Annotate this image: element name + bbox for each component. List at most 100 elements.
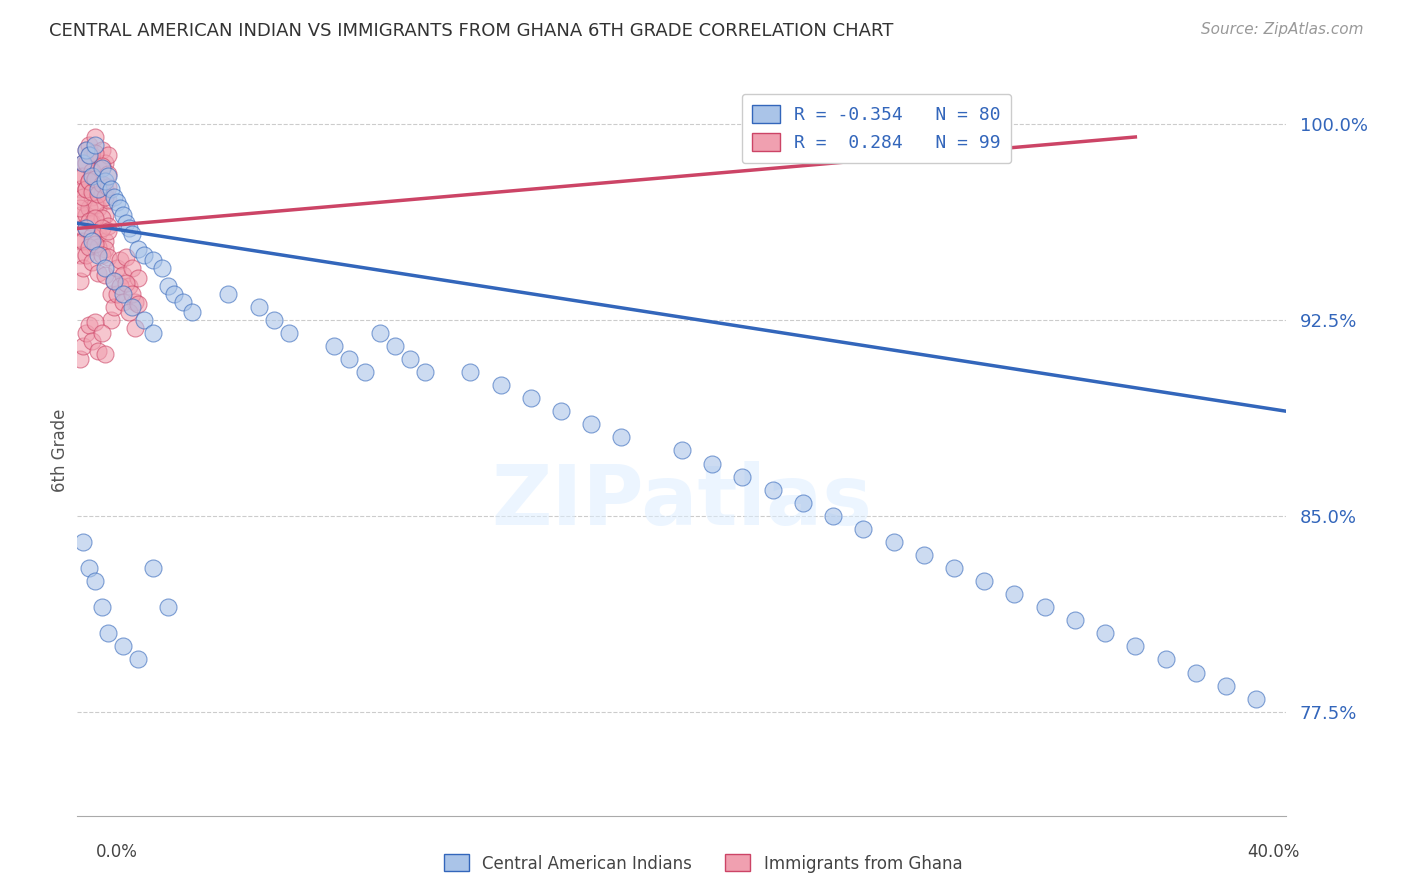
Point <box>353 365 375 379</box>
Point <box>278 326 301 340</box>
Point <box>84 198 107 212</box>
Point <box>852 522 875 536</box>
Point <box>121 227 143 241</box>
Point <box>218 286 240 301</box>
Point <box>121 260 143 275</box>
Point <box>84 574 107 588</box>
Point <box>87 182 110 196</box>
Point <box>69 182 91 196</box>
Point <box>87 161 110 176</box>
Point <box>82 169 104 184</box>
Point <box>90 177 112 191</box>
Point <box>72 235 94 249</box>
Point <box>75 182 97 196</box>
Point <box>111 268 134 283</box>
Point <box>157 600 180 615</box>
Point <box>87 174 110 188</box>
Point <box>79 561 101 575</box>
Point <box>82 229 104 244</box>
Point <box>75 221 97 235</box>
Point <box>337 352 360 367</box>
Point <box>1246 691 1268 706</box>
Point <box>82 235 104 249</box>
Point <box>93 235 115 249</box>
Point <box>111 640 134 654</box>
Legend: R = -0.354   N = 80, R =  0.284   N = 99: R = -0.354 N = 80, R = 0.284 N = 99 <box>741 94 1011 163</box>
Point <box>111 286 134 301</box>
Point <box>93 243 115 257</box>
Point <box>72 190 94 204</box>
Point <box>105 195 128 210</box>
Point <box>90 143 112 157</box>
Point <box>132 247 155 261</box>
Point <box>84 137 107 152</box>
Point <box>100 182 122 196</box>
Point <box>96 148 118 162</box>
Point <box>163 286 186 301</box>
Point <box>702 457 724 471</box>
Point <box>121 286 143 301</box>
Point <box>1004 587 1026 601</box>
Y-axis label: 6th Grade: 6th Grade <box>51 409 69 492</box>
Point <box>96 250 118 264</box>
Text: Source: ZipAtlas.com: Source: ZipAtlas.com <box>1201 22 1364 37</box>
Point <box>103 300 125 314</box>
Point <box>103 274 125 288</box>
Point <box>72 195 94 210</box>
Text: 40.0%: 40.0% <box>1247 843 1299 861</box>
Point <box>75 221 97 235</box>
Point <box>1154 652 1177 666</box>
Point <box>93 156 115 170</box>
Point <box>1184 665 1206 680</box>
Point <box>96 179 118 194</box>
Point <box>100 286 122 301</box>
Point <box>79 148 101 162</box>
Point <box>142 561 165 575</box>
Point <box>132 313 155 327</box>
Point <box>792 496 814 510</box>
Point <box>118 305 141 319</box>
Point <box>105 286 128 301</box>
Point <box>90 600 112 615</box>
Point <box>75 247 97 261</box>
Point <box>79 174 101 188</box>
Point <box>610 430 633 444</box>
Point <box>82 185 104 199</box>
Point <box>96 193 118 207</box>
Text: CENTRAL AMERICAN INDIAN VS IMMIGRANTS FROM GHANA 6TH GRADE CORRELATION CHART: CENTRAL AMERICAN INDIAN VS IMMIGRANTS FR… <box>49 22 894 40</box>
Point <box>93 268 115 283</box>
Point <box>82 216 104 230</box>
Point <box>103 190 125 204</box>
Point <box>69 247 91 261</box>
Point <box>124 320 146 334</box>
Point <box>84 130 107 145</box>
Point <box>118 221 141 235</box>
Point <box>79 174 101 188</box>
Point <box>93 174 115 188</box>
Text: 0.0%: 0.0% <box>96 843 138 861</box>
Point <box>96 626 118 640</box>
Point <box>72 169 94 184</box>
Point <box>84 171 107 186</box>
Point <box>100 313 122 327</box>
Legend: Central American Indians, Immigrants from Ghana: Central American Indians, Immigrants fro… <box>437 847 969 880</box>
Point <box>114 216 136 230</box>
Point <box>121 300 143 314</box>
Point <box>114 277 136 291</box>
Point <box>93 260 115 275</box>
Point <box>172 294 194 309</box>
Point <box>368 326 391 340</box>
Point <box>72 260 94 275</box>
Point <box>93 190 115 204</box>
Point <box>157 279 180 293</box>
Point <box>1064 613 1087 627</box>
Point <box>90 326 112 340</box>
Point <box>72 339 94 353</box>
Point <box>127 271 149 285</box>
Point <box>87 247 110 261</box>
Point <box>84 171 107 186</box>
Point <box>69 274 91 288</box>
Point <box>93 208 115 222</box>
Point <box>84 145 107 160</box>
Point <box>1033 600 1056 615</box>
